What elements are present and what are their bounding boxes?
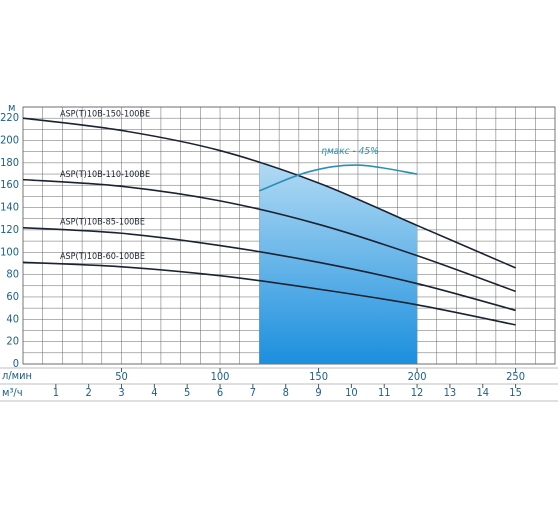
x-tick-label: 150 [309,370,328,383]
y-tick-label: 100 [0,245,19,258]
x2-tick-label: 15 [509,386,522,399]
y-tick-label: 200 [0,134,19,147]
y-tick-label: 20 [6,335,19,348]
curve-label: ASP(T)10B-110-100BE [60,170,150,180]
curve-label: ASP(T)10B-85-100BE [60,218,145,228]
x2-tick-label: 8 [283,386,289,399]
pump-curve [22,261,516,326]
x2-tick-label: 4 [151,386,157,399]
x2-tick-label: 5 [184,386,190,399]
curve-label: ASP(T)10B-150-100BE [60,110,150,120]
y-tick-label: 160 [0,178,19,191]
curves [22,117,516,326]
y-tick-label: 220 [0,111,19,124]
x2-tick-label: 1 [53,386,59,399]
efficiency-curve [259,164,418,192]
x2-axis-label: м³/ч [2,386,23,399]
x2-tick-label: 12 [411,386,424,399]
x2-tick-label: 7 [250,386,256,399]
x2-tick-label: 9 [315,386,321,399]
x-tick-label: 50 [115,370,128,383]
x-tick-label: 200 [408,370,427,383]
y-tick-label: 120 [0,223,19,236]
efficiency-label: ηмакс - 45% [321,146,378,157]
y-tick-label: 0 [13,357,19,370]
y-axis-label: м [8,101,15,114]
pump-curve [22,117,516,269]
x2-tick-label: 6 [217,386,223,399]
x2-tick-label: 11 [378,386,391,399]
x-tick-label: 100 [211,370,230,383]
y-tick-label: 60 [6,290,19,303]
x2-tick-label: 3 [118,386,124,399]
curve-label: ASP(T)10B-60-100BE [60,252,145,262]
y-tick-label: 80 [6,268,19,281]
x2-tick-label: 10 [345,386,358,399]
x2-tick-label: 14 [476,386,489,399]
x-tick-label: 250 [506,370,525,383]
pump-curve [22,226,516,312]
x2-tick-label: 2 [86,386,92,399]
pump-curve [22,178,516,293]
y-tick-label: 140 [0,201,19,214]
y-tick-label: 180 [0,156,19,169]
y-tick-label: 40 [6,312,19,325]
x-axis-label: л/мин [2,369,32,382]
x2-tick-label: 13 [444,386,457,399]
